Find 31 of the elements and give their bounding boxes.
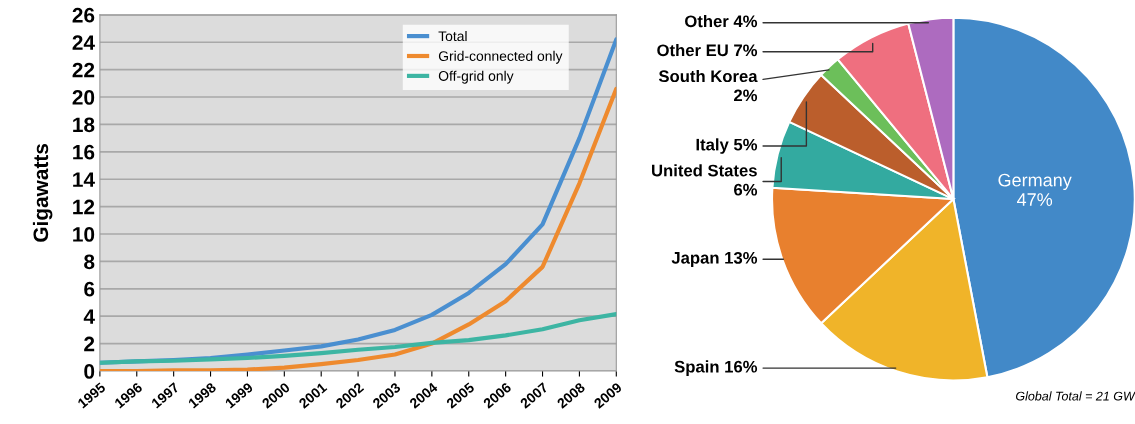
y-tick-label: 2 [84, 336, 95, 352]
slice-label: United States [652, 164, 757, 177]
slice-label: Spain 16% [674, 360, 758, 376]
data-label: 6% [734, 183, 758, 196]
y-tick-label: 6 [84, 281, 95, 297]
y-tick-label: 8 [84, 254, 95, 270]
slice-label: Other EU 7% [657, 43, 758, 57]
text: Global Total = 21 GW [1016, 391, 1135, 401]
slice-label: Italy 5% [696, 138, 758, 154]
legend-label: Grid-connected only [438, 50, 563, 64]
y-axis-title: Gigawatts [32, 143, 53, 242]
y-tick-label: 26 [72, 7, 95, 23]
y-tick-label: 18 [73, 117, 95, 133]
y-tick-label: 14 [73, 172, 95, 187]
data-label: 47% [1017, 193, 1053, 206]
y-tick-label: 12 [73, 199, 95, 215]
y-tick-label: 16 [73, 144, 95, 160]
y-tick-label: 24 [72, 35, 95, 50]
y-tick-label: 20 [72, 90, 95, 105]
y-tick-label: 22 [72, 62, 95, 78]
slice-label: Germany [998, 173, 1072, 191]
line-series [99, 312, 617, 365]
legend-label: Total [438, 30, 467, 42]
y-tick-label: 10 [73, 227, 95, 242]
data-label: 2% [734, 89, 758, 102]
legend-label: Off-grid only [438, 70, 514, 84]
slice-label: Japan 13% [671, 251, 758, 268]
slice-label: South Korea [658, 69, 758, 83]
y-tick-label: 0 [84, 364, 95, 379]
y-tick-label: 4 [83, 309, 95, 324]
slice-label: Other 4% [685, 14, 758, 28]
